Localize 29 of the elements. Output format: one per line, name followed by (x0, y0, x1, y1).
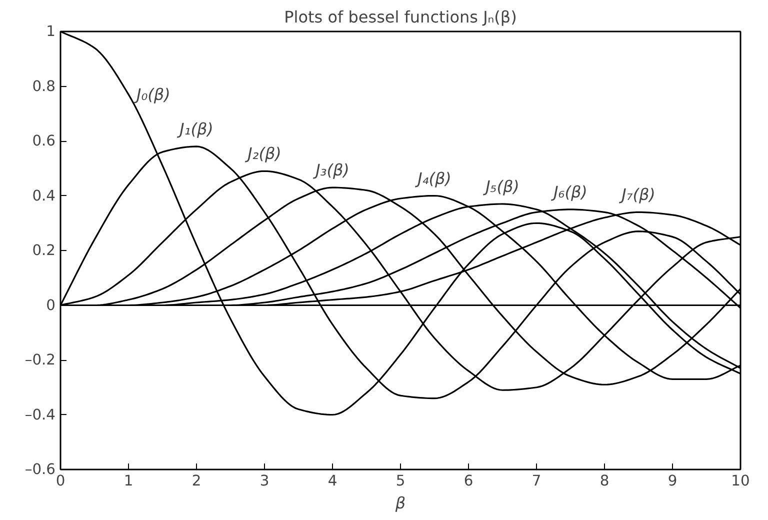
x-tick-label: 2 (192, 472, 202, 490)
annotation: J₀(β) (134, 84, 170, 104)
y-tick-label: –0.6 (24, 461, 56, 478)
annotation: J₆(β) (550, 182, 588, 202)
annotation: J₃(β) (312, 160, 350, 180)
x-tick-label: 6 (464, 472, 474, 490)
x-tick-label: 10 (731, 472, 750, 490)
chart-title: Plots of bessel functions Jₙ(β) (284, 8, 517, 26)
x-tick-label: 5 (396, 472, 406, 490)
x-axis-title: β (394, 494, 406, 512)
annotation: J₄(β) (414, 168, 452, 188)
y-tick-label: –0.4 (24, 406, 56, 424)
x-tick-label: 7 (532, 472, 542, 490)
x-tick-label: 1 (124, 472, 134, 490)
x-tick-label: 4 (328, 472, 338, 490)
annotation: J₇(β) (618, 185, 656, 204)
annotation: J₁(β) (176, 119, 214, 138)
y-tick-label: –0.2 (24, 352, 56, 368)
y-tick-label: 0.6 (32, 132, 56, 150)
y-tick-label: 0 (46, 296, 56, 314)
y-tick-label: 0.4 (32, 187, 56, 204)
y-tick-label: 0.2 (32, 242, 56, 259)
annotation: J₅(β) (482, 176, 520, 196)
x-tick-label: 3 (260, 472, 270, 490)
y-tick-label: 0.8 (32, 78, 56, 95)
annotation: J₂(β) (244, 144, 282, 164)
y-tick-label: 1 (46, 23, 56, 40)
x-tick-label: 9 (668, 472, 678, 490)
x-tick-label: 8 (600, 472, 610, 490)
